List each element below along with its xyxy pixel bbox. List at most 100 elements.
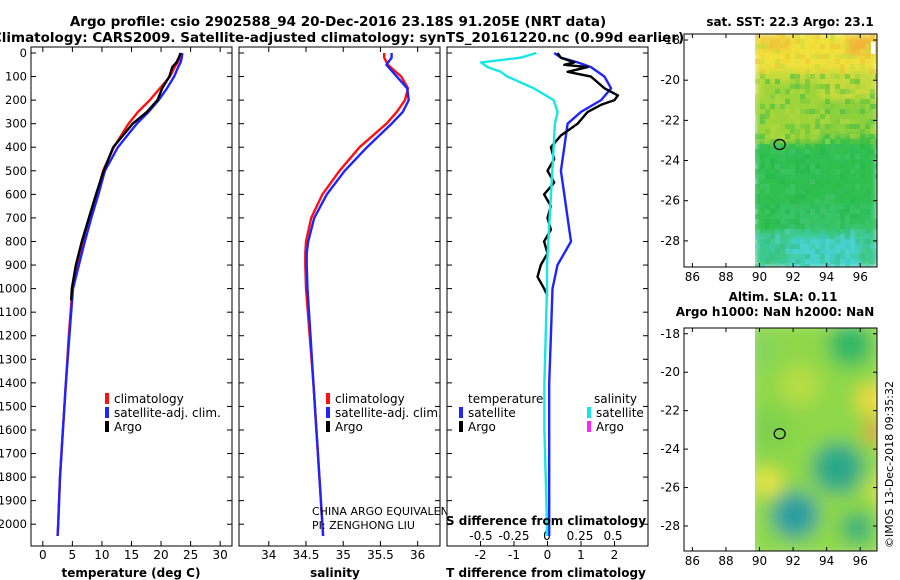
sst-pixel (790, 174, 795, 179)
sst-pixel (785, 224, 790, 229)
sst-pixel (780, 239, 785, 244)
sst-pixel (845, 244, 850, 249)
sst-pixel (785, 199, 790, 204)
sst-pixel (855, 224, 860, 229)
depth-tick-label: 1700 (0, 447, 27, 461)
sst-pixel (755, 234, 760, 239)
sst-pixel (780, 99, 785, 104)
sst-pixel (820, 159, 825, 164)
sst-pixel (860, 84, 865, 89)
x-tick-label: 35.5 (367, 548, 394, 562)
sst-pixel (870, 259, 875, 264)
sst-pixel (840, 94, 845, 99)
sst-pixel (780, 174, 785, 179)
sst-pixel (855, 134, 860, 139)
sst-pixel (785, 219, 790, 224)
sst-pixel (760, 234, 765, 239)
sst-pixel (835, 174, 840, 179)
sst-pixel (800, 154, 805, 159)
sst-pixel (865, 209, 870, 214)
sst-pixel (855, 109, 860, 114)
sst-pixel (835, 44, 840, 49)
sst-pixel (780, 39, 785, 44)
sst-pixel (780, 119, 785, 124)
t-difference-xlabel: T difference from climatology (446, 566, 646, 580)
sst-pixel (775, 169, 780, 174)
legend-swatch-argo (326, 421, 330, 432)
sst-map-title: sat. SST: 22.3 Argo: 23.1 (706, 15, 873, 29)
sst-pixel (755, 184, 760, 189)
sst-pixel (800, 54, 805, 59)
series-line-satellite-adj-clim- (305, 53, 410, 537)
sst-pixel (805, 254, 810, 259)
sst-pixel (795, 244, 800, 249)
sst-pixel (810, 204, 815, 209)
sst-pixel (830, 199, 835, 204)
sst-pixel (775, 94, 780, 99)
x-tick-label: 34.5 (293, 548, 320, 562)
sst-pixel (765, 114, 770, 119)
sst-pixel (785, 214, 790, 219)
x-tick-label: -1 (508, 548, 520, 562)
sst-pixel (810, 164, 815, 169)
temperature-legend: climatology satellite-adj. clim. Argo (105, 392, 221, 434)
sst-pixel (795, 49, 800, 54)
sst-pixel (815, 79, 820, 84)
sst-pixel (760, 194, 765, 199)
sst-pixel (815, 54, 820, 59)
sst-pixel (855, 49, 860, 54)
salinity-plot-area: 34 34.5 35 35.5 36 (239, 47, 440, 562)
sst-pixel (800, 224, 805, 229)
depth-tick-label: 1800 (0, 470, 27, 484)
map-lon-label: 92 (785, 270, 800, 284)
sst-pixel (845, 109, 850, 114)
sst-pixel (770, 209, 775, 214)
sst-pixel (835, 224, 840, 229)
figure-title-line2: Climatology: CARS2009. Satellite-adjuste… (0, 30, 684, 46)
sst-pixel (770, 114, 775, 119)
sst-pixel (755, 44, 760, 49)
sst-pixel (770, 104, 775, 109)
sst-pixel (790, 229, 795, 234)
sst-pixel (825, 224, 830, 229)
map-lon-label: 96 (853, 270, 868, 284)
sst-pixel (870, 224, 875, 229)
sst-pixel (795, 259, 800, 264)
map-lon-label: 96 (853, 554, 868, 568)
sst-pixel (855, 219, 860, 224)
sst-pixel (820, 154, 825, 159)
sst-pixel (840, 69, 845, 74)
sst-pixel (845, 74, 850, 79)
sst-pixel (820, 174, 825, 179)
sst-pixel (795, 239, 800, 244)
x-tick-label: 10 (94, 548, 109, 562)
sst-pixel (855, 244, 860, 249)
sst-pixel (845, 204, 850, 209)
sst-pixel (795, 39, 800, 44)
sst-pixel (830, 254, 835, 259)
sst-pixel (775, 144, 780, 149)
difference-panel: -2 -1 0 1 2-0.5 -0.25 0 0.25 0.5 S difference fr… (446, 46, 649, 580)
sst-pixel (815, 249, 820, 254)
sst-pixel (830, 144, 835, 149)
sst-pixel (775, 224, 780, 229)
sst-pixel (775, 119, 780, 124)
sst-pixel (825, 254, 830, 259)
sst-pixel (805, 124, 810, 129)
sst-pixel (870, 104, 875, 109)
sst-pixel (875, 239, 877, 244)
x2-tick-label: 0.25 (567, 529, 594, 543)
sst-pixel (865, 69, 870, 74)
sst-pixel (800, 94, 805, 99)
sst-pixel (755, 214, 760, 219)
sst-pixel (795, 119, 800, 124)
sst-pixel (860, 209, 865, 214)
sst-pixel (760, 169, 765, 174)
sst-pixel (845, 214, 850, 219)
map-lat-label: -18 (660, 33, 680, 47)
sst-pixel (765, 69, 770, 74)
sst-pixel (855, 79, 860, 84)
sst-pixel (805, 249, 810, 254)
sst-pixel (850, 144, 855, 149)
sst-pixel (765, 239, 770, 244)
